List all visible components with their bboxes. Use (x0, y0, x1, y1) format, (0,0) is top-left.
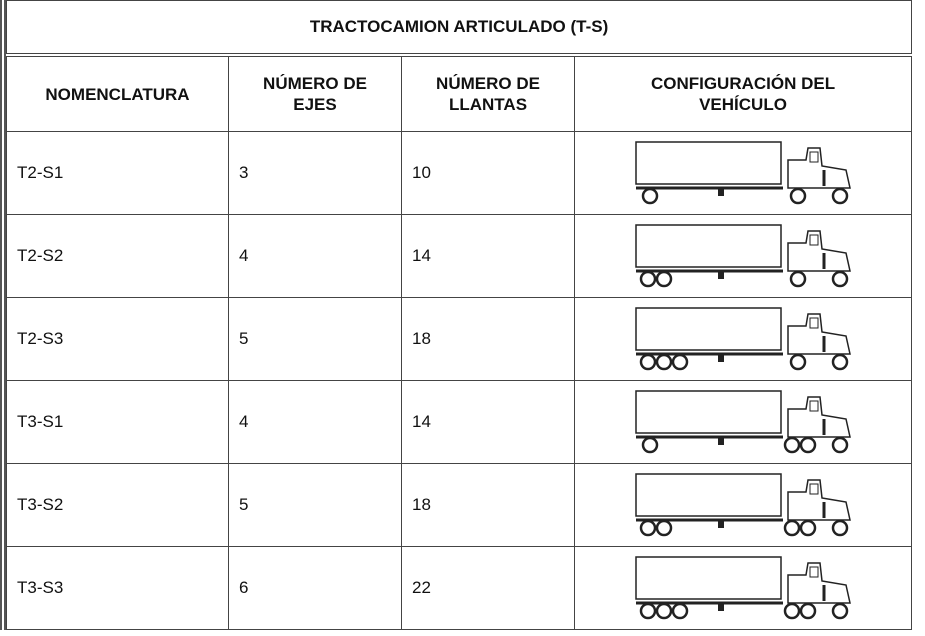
cell: 18 (401, 297, 575, 381)
cell: 5 (228, 297, 402, 381)
header: CONFIGURACIÓN DEL VEHÍCULO (573, 54, 913, 132)
cell: 6 (228, 546, 402, 630)
truck-icon (634, 472, 852, 537)
truck-icon (634, 140, 852, 205)
table-title: TRACTOCAMION ARTICULADO (T-S) (5, 0, 913, 57)
cell: 14 (401, 380, 575, 464)
cell: 18 (401, 463, 575, 547)
cell: T2-S1 (6, 131, 229, 215)
cell: 10 (401, 131, 575, 215)
cell: 3 (228, 131, 402, 215)
cell: 4 (228, 380, 402, 464)
cell: T3-S1 (6, 380, 229, 464)
cell: T3-S3 (6, 546, 229, 630)
cell: 14 (401, 214, 575, 298)
header: NOMENCLATURA (6, 54, 229, 132)
truck-icon (634, 389, 852, 454)
table-frame: TRACTOCAMION ARTICULADO (T-S) NOMENCLATU… (0, 0, 913, 630)
cell: T2-S3 (6, 297, 229, 381)
truck-icon (634, 555, 852, 620)
cell: T3-S2 (6, 463, 229, 547)
cell: T2-S2 (6, 214, 229, 298)
table: TRACTOCAMION ARTICULADO (T-S) NOMENCLATU… (5, 0, 913, 630)
header: NÚMERO DE EJES (228, 54, 402, 132)
truck-icon (634, 306, 852, 371)
cell: 4 (228, 214, 402, 298)
truck-icon (634, 223, 852, 288)
cell: 22 (401, 546, 575, 630)
header: NÚMERO DE LLANTAS (401, 54, 575, 132)
cell: 5 (228, 463, 402, 547)
